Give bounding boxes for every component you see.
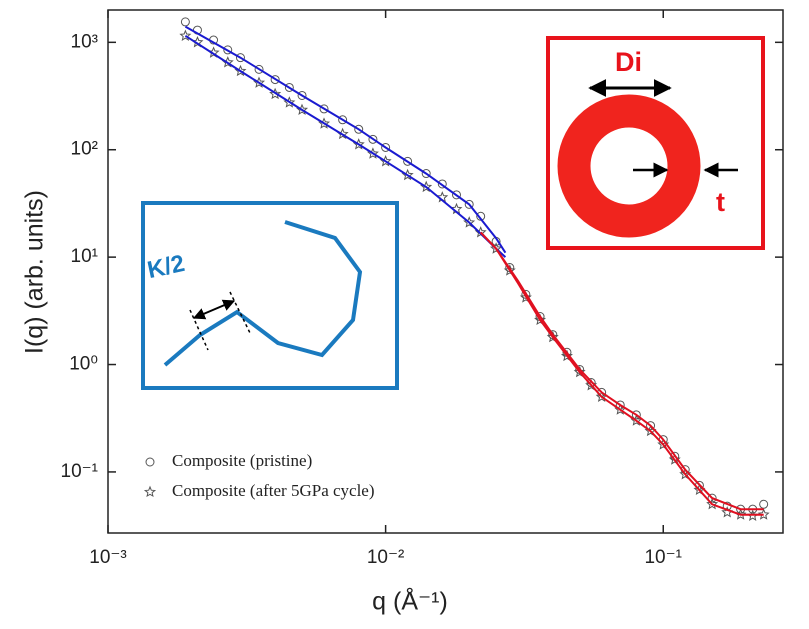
data-point — [560, 349, 573, 362]
data-point — [421, 169, 431, 179]
y-tick-label: 10¹ — [71, 246, 98, 267]
x-tick-label: 10⁻¹ — [644, 547, 682, 568]
data-point — [319, 104, 329, 114]
data-point — [463, 216, 476, 228]
fit-line — [479, 231, 764, 516]
data-point — [668, 453, 681, 465]
data-point — [179, 29, 192, 41]
data-point — [646, 421, 656, 431]
data-point — [338, 115, 348, 125]
fit-line — [479, 231, 764, 511]
data-point — [503, 264, 516, 276]
y-tick-label: 10³ — [71, 31, 98, 52]
data-point — [573, 365, 586, 378]
data-point — [521, 289, 531, 299]
data-point — [657, 438, 670, 450]
data-point — [354, 124, 364, 134]
data-point — [297, 90, 307, 100]
y-tick-label: 10⁰ — [69, 354, 98, 375]
data-point — [759, 499, 769, 509]
data-point — [534, 313, 547, 326]
data-point — [254, 64, 264, 74]
data-point — [284, 82, 294, 92]
legend-label: Composite (pristine) — [172, 451, 312, 470]
data-point — [451, 190, 461, 200]
x-tick-label: 10⁻³ — [89, 547, 127, 568]
inset-ring: Di t — [546, 36, 765, 250]
annotation: t — [716, 187, 725, 217]
x-axis-title: q (Å⁻¹) — [372, 586, 448, 616]
y-tick-label: 10² — [71, 139, 98, 160]
data-point — [585, 379, 598, 391]
data-point — [270, 75, 280, 85]
y-tick-label: 10⁻¹ — [61, 461, 99, 482]
legend-marker — [143, 485, 157, 498]
annotation: Di — [615, 47, 642, 77]
inset-chain: K/2 — [141, 201, 399, 390]
legend-marker — [145, 457, 155, 467]
data-point — [437, 179, 447, 189]
data-point — [180, 17, 190, 27]
data-point — [706, 498, 719, 510]
x-tick-label: 10⁻² — [367, 547, 405, 568]
data-point — [707, 493, 717, 503]
plot-frame — [107, 9, 784, 534]
plot-layer: 10⁻³ 10⁻² 10⁻¹ 10⁻¹ 10⁰ 10¹ 10² 10³ Composite (p… — [61, 10, 783, 568]
data-point — [368, 134, 378, 144]
legend-label: Composite (after 5GPa cycle) — [172, 481, 375, 500]
data-point — [403, 156, 413, 166]
data-point — [757, 508, 770, 520]
data-point — [546, 330, 559, 343]
y-axis-title: I(q) (arb. units) — [21, 190, 49, 354]
fit-line — [184, 25, 507, 254]
data-point — [519, 291, 532, 303]
data-point — [235, 53, 245, 63]
data-point — [490, 242, 503, 254]
data-point — [631, 410, 641, 420]
data-point — [464, 199, 474, 209]
data-point — [381, 142, 391, 152]
data-point — [283, 96, 296, 108]
data-point — [223, 45, 233, 55]
data-point — [269, 87, 282, 100]
